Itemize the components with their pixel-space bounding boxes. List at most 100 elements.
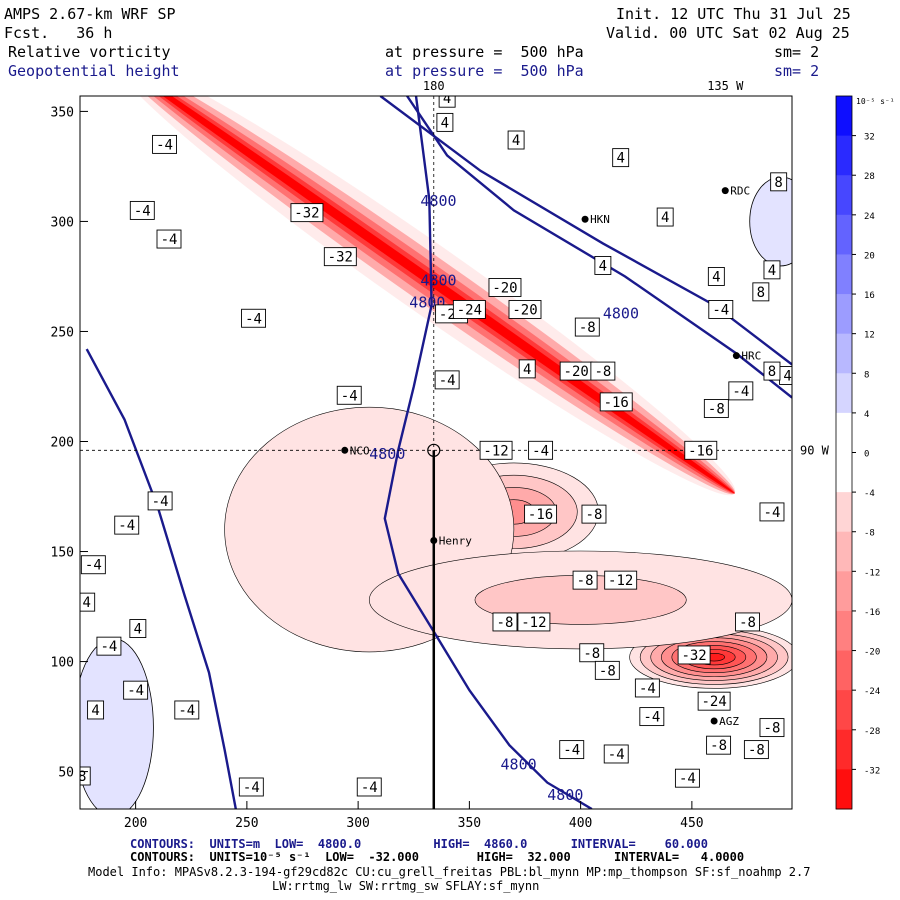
vorticity-contour-label: -4	[634, 678, 660, 698]
contour-label-box	[612, 148, 630, 168]
colorbar-tick-label: 32	[864, 133, 875, 143]
y-tick-label: 150	[51, 546, 74, 561]
contour-label-box	[114, 515, 140, 535]
vorticity-contour-label: -4	[123, 680, 149, 700]
contour-label-text: -8	[764, 721, 781, 737]
colorbar-tick-label: 0	[864, 450, 869, 460]
colorbar-tick-label: -12	[864, 568, 880, 578]
contour-label-box	[479, 440, 513, 460]
height-contour-label: 4800	[547, 786, 583, 804]
contour-label-text: 4	[512, 133, 520, 149]
contour-label-box	[759, 502, 785, 522]
vorticity-contour-label: 8	[752, 282, 770, 302]
contour-label-text: 4	[134, 622, 142, 638]
contour-label-box	[599, 392, 633, 412]
station-label: Henry	[439, 535, 472, 548]
colorbar-segment	[836, 96, 852, 137]
vorticity-contour-label: 4	[518, 359, 536, 379]
contour-label-box	[436, 112, 454, 132]
contour-label-box	[434, 370, 460, 390]
contour-label-box	[703, 399, 729, 418]
height-contour-label: 4800	[603, 304, 639, 322]
vorticity-contour-info: CONTOURS: UNITS=10⁻⁵ s⁻¹ LOW= -32.000 HI…	[130, 850, 745, 864]
colorbar-tick-label: -32	[864, 766, 880, 776]
contour-label-box	[594, 660, 620, 680]
contour-label-text: -8	[748, 743, 765, 759]
contour-label-box	[634, 678, 660, 698]
contour-label-box	[674, 768, 700, 788]
contour-label-text: -4	[100, 639, 117, 655]
colorbar-segment	[836, 610, 852, 652]
field1-smoothing: sm= 2	[774, 43, 820, 61]
vorticity-contour-label: -32	[290, 203, 324, 223]
contour-label-text: 4	[443, 91, 451, 107]
colorbar-tick-label: 4	[864, 410, 869, 420]
contour-label-box	[241, 308, 267, 328]
x-tick-label: 200	[124, 816, 147, 831]
vorticity-contour-label: -4	[114, 515, 140, 535]
colorbar-tick-label: 28	[864, 172, 875, 182]
contour-label-text: -4	[679, 771, 696, 787]
contour-label-box	[129, 200, 155, 220]
contour-label-text: -12	[521, 615, 546, 631]
vorticity-contour-label: -20	[559, 361, 593, 381]
vorticity-contour-label: 8	[763, 361, 781, 381]
x-tick-label: 300	[346, 816, 369, 831]
contour-label-box	[604, 570, 638, 590]
contour-label-box	[697, 691, 731, 711]
contour-label-box	[574, 317, 600, 337]
contour-label-box	[508, 300, 542, 319]
contour-label-box	[639, 707, 665, 727]
contour-label-text: -12	[608, 573, 633, 589]
vorticity-contour-label: 4	[436, 112, 454, 132]
station-hkn: HKN	[581, 213, 610, 226]
vorticity-contour-label: -16	[599, 392, 633, 412]
colorbar-segment	[836, 254, 852, 295]
vorticity-contour-label: -8	[743, 740, 769, 760]
contour-label-text: -8	[739, 615, 756, 631]
contour-label-text: -4	[608, 747, 625, 763]
y-tick-label: 300	[51, 215, 74, 230]
colorbar-tick-label: -16	[864, 608, 880, 618]
contour-label-box	[684, 440, 718, 460]
contour-label-box	[656, 207, 674, 227]
vorticity-contour-label: -4	[96, 636, 122, 656]
field1-level: at pressure = 500 hPa	[385, 43, 584, 61]
contour-label-text: -8	[577, 573, 594, 589]
station-nco: NCO	[341, 444, 370, 457]
contour-label-box	[752, 282, 770, 302]
station-agz: AGZ	[710, 715, 739, 728]
contour-label-box	[152, 134, 178, 154]
contour-label-text: -4	[341, 388, 358, 404]
colorbar-unit: 10⁻⁵ s⁻¹	[856, 97, 895, 106]
vorticity-contour-label: 4	[763, 260, 781, 280]
contour-label-text: -4	[764, 505, 781, 521]
colorbar: 32 28 24 20 16 12 8 4 0 -4 -8 -12 -16 -20 -24 -28 -32 10⁻…	[835, 95, 895, 810]
vorticity-contour-label: -8	[572, 570, 598, 590]
vorticity-contour-label: 4	[87, 700, 105, 720]
vorticity-contour-label: -8	[581, 504, 607, 524]
colorbar-tick-label: 12	[864, 331, 875, 341]
vorticity-contour-label: -4	[336, 385, 362, 405]
contour-label-text: -8	[710, 738, 727, 754]
contour-label-text: -32	[294, 206, 319, 222]
contour-label-box	[707, 267, 725, 286]
vorticity-contour-label: -32	[677, 645, 711, 665]
contour-label-text: 4	[599, 258, 607, 274]
colorbar-segment	[836, 571, 852, 612]
station-dot	[581, 215, 589, 223]
vorticity-contour-label: 4	[507, 130, 525, 150]
contour-label-text: -4	[243, 780, 260, 796]
station-dot	[341, 446, 349, 454]
contour-label-box	[590, 361, 616, 381]
vorticity-contour-label: 4	[656, 207, 674, 227]
contour-label-text: -4	[563, 743, 580, 759]
vorticity-contour-label: -8	[574, 317, 600, 337]
colorbar-segment	[836, 452, 852, 493]
contour-label-text: -4	[118, 518, 135, 534]
top-longitude-label: 180	[423, 79, 445, 93]
vorticity-contour-label: -4	[759, 502, 785, 522]
vorticity-contour-label: 4	[707, 267, 725, 286]
station-label: AGZ	[719, 715, 739, 728]
